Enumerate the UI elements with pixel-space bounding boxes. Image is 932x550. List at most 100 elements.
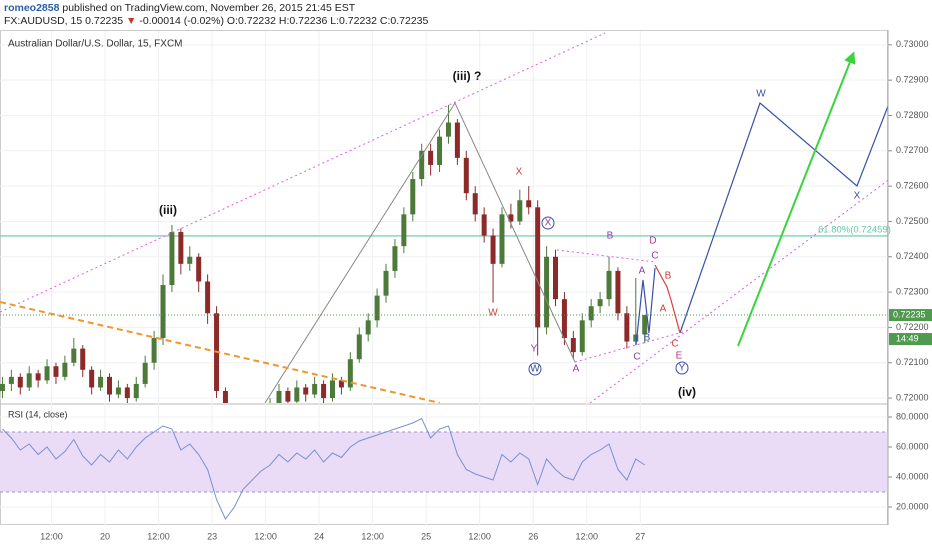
candle-body bbox=[526, 200, 532, 208]
candle-body bbox=[53, 366, 59, 377]
fib-label: 61.80%(0.72459) bbox=[818, 224, 891, 235]
candle-body bbox=[508, 214, 514, 222]
candle-body bbox=[374, 295, 380, 321]
candle-body bbox=[535, 207, 541, 328]
y-tick-label: 40.0000 bbox=[896, 471, 929, 481]
candle-body bbox=[205, 281, 211, 314]
candle-body bbox=[151, 338, 157, 363]
candle-body bbox=[26, 373, 32, 388]
candle-body bbox=[481, 214, 487, 236]
projection bbox=[679, 101, 888, 334]
candle-body bbox=[106, 376, 112, 395]
x-tick-label: 12:00 bbox=[575, 531, 598, 541]
y-tick-label: 0.72500 bbox=[896, 216, 929, 226]
x-tick-label: 23 bbox=[207, 531, 217, 541]
price-pane bbox=[0, 104, 888, 403]
candle-body bbox=[490, 235, 496, 264]
candle-body bbox=[561, 299, 567, 339]
candle-body bbox=[365, 320, 371, 335]
annotation: W bbox=[530, 364, 540, 375]
x-tick-label: 12:00 bbox=[254, 531, 277, 541]
x-tick-label: 12:00 bbox=[468, 531, 491, 541]
y-tick-label: 0.72100 bbox=[896, 357, 929, 367]
x-tick-label: 12:00 bbox=[147, 531, 170, 541]
candle-body bbox=[338, 380, 344, 388]
candle-body bbox=[633, 334, 639, 342]
y-tick-label: 0.72800 bbox=[896, 110, 929, 120]
green-arrow bbox=[737, 51, 856, 347]
low: L:0.72232 bbox=[330, 15, 377, 27]
candle-body bbox=[0, 383, 5, 391]
rsi-line bbox=[2, 417, 645, 520]
candle-body bbox=[294, 387, 300, 402]
annotation: A bbox=[639, 266, 646, 277]
red-path bbox=[654, 264, 681, 334]
wave-line bbox=[264, 101, 576, 403]
annotation: C bbox=[633, 352, 640, 363]
x-tick-label: 12:00 bbox=[361, 531, 384, 541]
annotation: E bbox=[676, 351, 683, 362]
candle-body bbox=[615, 270, 621, 314]
close: C:0.72235 bbox=[380, 15, 429, 27]
candle-body bbox=[597, 299, 603, 307]
candle-body bbox=[8, 376, 14, 384]
last: 0.72235 bbox=[85, 15, 123, 27]
candle-body bbox=[312, 383, 318, 395]
candle-body bbox=[401, 214, 407, 247]
x-tick-label: 12:00 bbox=[40, 531, 63, 541]
candle-body bbox=[437, 136, 443, 165]
candle-body bbox=[196, 256, 202, 282]
countdown-box bbox=[889, 333, 932, 346]
annotation: W bbox=[488, 308, 498, 319]
candle-body bbox=[62, 362, 68, 377]
candle-body bbox=[321, 383, 327, 399]
candle-body bbox=[579, 320, 585, 353]
circle bbox=[541, 216, 555, 230]
x-tick-label: 27 bbox=[635, 531, 645, 541]
annotation: W bbox=[756, 89, 766, 100]
candle-body bbox=[419, 150, 425, 180]
candle-body bbox=[392, 246, 398, 271]
y-tick-label: 0.72300 bbox=[896, 286, 929, 296]
y-tick-label: 0.72000 bbox=[896, 392, 929, 402]
y-tick-label: 0.72400 bbox=[896, 251, 929, 261]
candle-body bbox=[178, 232, 184, 264]
header-line2: FX:AUDUSD, 15 0.72235 ▼ -0.00014 (-0.02%… bbox=[4, 15, 429, 27]
circle bbox=[528, 362, 542, 376]
candle-body bbox=[160, 285, 166, 339]
rsi-pane bbox=[0, 417, 888, 520]
candle-body bbox=[347, 359, 353, 388]
candle-body bbox=[553, 256, 559, 300]
candle-body bbox=[187, 256, 193, 264]
annotation: C bbox=[651, 251, 658, 262]
annotation: D bbox=[649, 236, 656, 247]
rsi-band bbox=[0, 432, 888, 492]
author[interactable]: romeo2858 bbox=[4, 2, 60, 14]
candle-body bbox=[544, 256, 550, 328]
candle-body bbox=[428, 150, 434, 165]
candle-body bbox=[222, 390, 228, 403]
annotation: X bbox=[516, 167, 523, 178]
candle-body bbox=[44, 366, 50, 381]
y-tick-label: 60.0000 bbox=[896, 441, 929, 451]
candle-body bbox=[383, 270, 389, 296]
candle-body bbox=[98, 376, 104, 388]
y-tick-label: 20.0000 bbox=[896, 501, 929, 511]
y-tick-label: 0.73000 bbox=[896, 39, 929, 49]
countdown: 14:49 bbox=[896, 333, 919, 343]
candle-body bbox=[517, 200, 523, 222]
change: -0.00014 (-0.02%) bbox=[139, 15, 224, 27]
y-tick-label: 0.72200 bbox=[896, 322, 929, 332]
last-price-label: 0.72235 bbox=[893, 309, 926, 319]
candle-body bbox=[329, 380, 335, 399]
annotation: X bbox=[545, 218, 552, 229]
high: H:0.72236 bbox=[279, 15, 328, 27]
blue-path bbox=[635, 267, 656, 346]
candle-body bbox=[570, 338, 576, 353]
y-tick-label: 0.72600 bbox=[896, 180, 929, 190]
annotation: A bbox=[573, 364, 580, 375]
annotation: (iv) bbox=[678, 385, 696, 399]
candle-body bbox=[89, 369, 95, 388]
candle-body bbox=[445, 122, 451, 137]
